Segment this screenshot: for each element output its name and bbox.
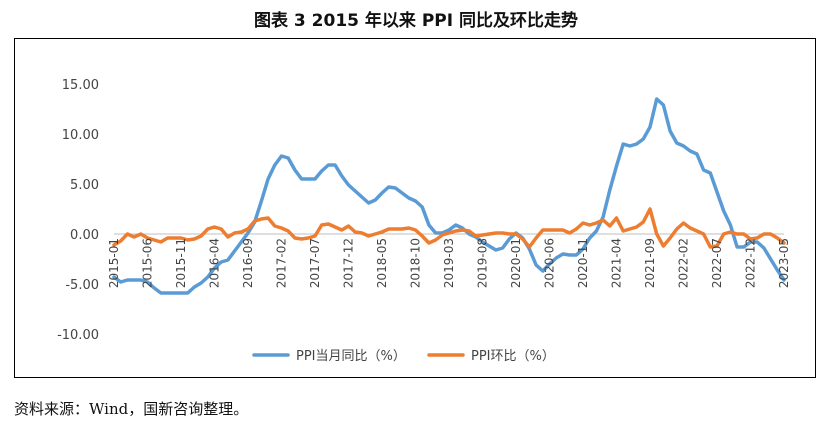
x-tick-label: 2022-07	[710, 238, 724, 288]
y-tick-label: 0.00	[70, 228, 99, 243]
series-line-ppi-yoy	[112, 97, 786, 295]
x-tick-label: 2021-04	[610, 238, 624, 288]
y-tick-label: 15.00	[62, 78, 99, 93]
x-tick-label: 2017-02	[275, 238, 289, 288]
x-tick-label: 2019-08	[476, 238, 490, 288]
y-tick-label: -5.00	[65, 278, 99, 293]
x-tick-label: 2018-10	[409, 238, 423, 288]
x-tick-label: 2020-06	[543, 238, 557, 288]
x-tick-label: 2022-02	[677, 238, 691, 288]
x-tick-label: 2015-01	[107, 238, 121, 288]
y-axis-labels: 15.00 10.00 5.00 0.00 -5.00 -10.00	[57, 78, 99, 343]
y-tick-label: 5.00	[70, 178, 99, 193]
x-tick-label: 2016-04	[208, 238, 222, 288]
x-tick-label: 2017-12	[342, 238, 356, 288]
legend-label: PPI当月同比（%）	[296, 349, 406, 364]
y-tick-label: -10.00	[57, 328, 99, 343]
x-tick-label: 2023-05	[777, 238, 791, 288]
source-note: 资料来源：Wind，国新咨询整理。	[14, 400, 249, 418]
x-tick-label: 2019-03	[442, 238, 456, 288]
series-line-ppi-mom	[112, 207, 786, 249]
y-tick-label: 10.00	[62, 128, 99, 143]
x-tick-label: 2022-12	[744, 238, 758, 288]
x-tick-label: 2015-06	[141, 238, 155, 288]
x-tick-label: 2020-11	[576, 238, 590, 288]
series-lines	[112, 97, 786, 295]
legend-label: PPI环比（%）	[471, 349, 555, 364]
x-tick-label: 2020-01	[509, 238, 523, 288]
legend: PPI当月同比（%） PPI环比（%）	[252, 349, 555, 364]
x-tick-label: 2021-09	[643, 238, 657, 288]
x-tick-label: 2017-07	[308, 238, 322, 288]
x-tick-label: 2015-11	[174, 238, 188, 288]
x-axis-labels: 2015-01 2015-06 2015-11 2016-04 2016-09 2017-…	[107, 238, 791, 288]
x-tick-label: 2018-05	[375, 238, 389, 288]
chart-title: 图表 3 2015 年以来 PPI 同比及环比走势	[254, 11, 578, 31]
x-tick-label: 2016-09	[241, 238, 255, 288]
chart-frame	[14, 38, 816, 378]
